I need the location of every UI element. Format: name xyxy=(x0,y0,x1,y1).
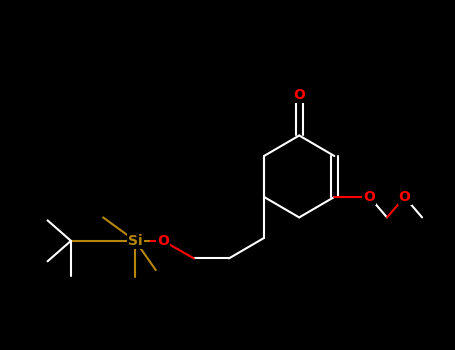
Text: O: O xyxy=(293,88,305,102)
Text: Si: Si xyxy=(128,234,142,248)
Text: O: O xyxy=(364,190,375,204)
Text: O: O xyxy=(399,190,410,204)
Text: O: O xyxy=(157,234,169,248)
